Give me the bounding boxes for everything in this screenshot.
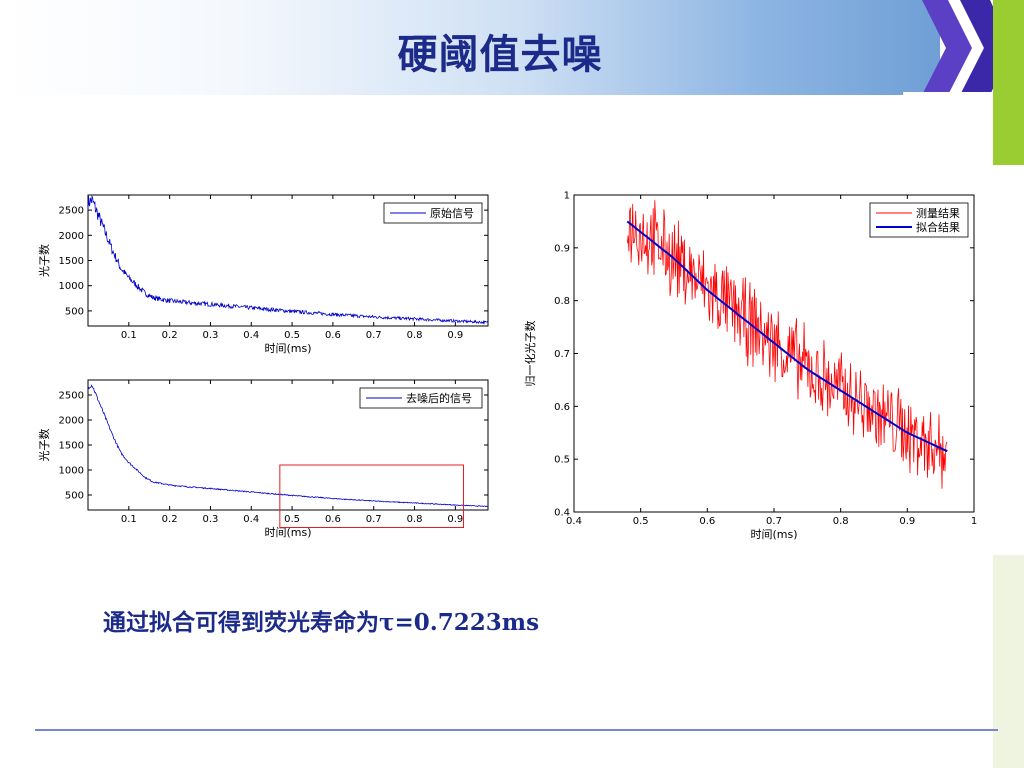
legend-label: 去噪后的信号 xyxy=(406,391,472,405)
x-tick-label: 0.9 xyxy=(447,514,463,525)
zoom-region-box xyxy=(279,464,465,528)
x-tick-label: 0.7 xyxy=(766,516,782,527)
x-tick-label: 0.8 xyxy=(407,514,423,525)
green-accent-bottom xyxy=(993,555,1024,768)
x-tick-label: 0.9 xyxy=(447,330,463,341)
x-axis-label: 时间(ms) xyxy=(264,526,311,539)
fluorescence-lifetime-caption: 通过拟合可得到荧光寿命为τ=0.7223ms xyxy=(103,609,540,636)
slide-title: 硬阈值去噪 xyxy=(397,31,603,78)
x-tick-label: 0.3 xyxy=(202,330,218,341)
y-tick-label: 1000 xyxy=(59,466,84,477)
legend-box xyxy=(869,202,969,238)
x-tick-label: 0.6 xyxy=(325,514,341,525)
green-accent-top xyxy=(993,0,1024,165)
legend-label: 拟合结果 xyxy=(916,220,960,234)
chevron-left-shape xyxy=(922,0,972,95)
x-tick-label: 1 xyxy=(971,516,977,527)
x-tick-label: 0.1 xyxy=(121,330,137,341)
y-tick-label: 500 xyxy=(65,306,84,317)
series-line-1 xyxy=(87,384,489,508)
x-tick-label: 0.2 xyxy=(162,514,178,525)
y-tick-label: 1500 xyxy=(59,256,84,267)
legend-box xyxy=(359,387,483,409)
chart-1: 0.1 0.2 0.3 0.4 0.5 0.6 0.7 0.8 0.9 500 1000 1500 20… xyxy=(37,194,489,355)
x-axis-label: 时间(ms) xyxy=(264,342,311,355)
x-tick-label: 0.3 xyxy=(202,514,218,525)
x-tick-label: 0.6 xyxy=(325,330,341,341)
y-tick-label: 1500 xyxy=(59,441,84,452)
series-line-1 xyxy=(87,195,489,326)
white-notch xyxy=(903,92,993,100)
y-axis-label: 光子数 xyxy=(37,244,51,277)
x-tick-label: 0.4 xyxy=(243,330,259,341)
x-tick-label: 0.2 xyxy=(162,330,178,341)
y-tick-label: 0.8 xyxy=(554,296,570,307)
y-tick-label: 2000 xyxy=(59,416,84,427)
x-tick-label: 0.8 xyxy=(407,330,423,341)
y-tick-label: 2500 xyxy=(59,391,84,402)
y-axis-label: 归一化光子数 xyxy=(523,321,537,387)
series-line-1 xyxy=(626,200,948,489)
legend-box xyxy=(383,202,483,224)
y-tick-label: 2000 xyxy=(59,231,84,242)
y-tick-label: 2500 xyxy=(59,206,84,217)
y-tick-label: 0.9 xyxy=(554,243,570,254)
y-tick-label: 0.6 xyxy=(554,402,570,413)
x-tick-label: 0.6 xyxy=(699,516,715,527)
y-tick-label: 1000 xyxy=(59,281,84,292)
y-tick-label: 500 xyxy=(65,491,84,502)
x-axis-label: 时间(ms) xyxy=(750,528,797,541)
x-tick-label: 0.5 xyxy=(633,516,649,527)
x-tick-label: 0.9 xyxy=(899,516,915,527)
x-tick-label: 0.4 xyxy=(243,514,259,525)
x-tick-label: 0.7 xyxy=(366,514,382,525)
x-tick-label: 0.5 xyxy=(284,514,300,525)
x-tick-label: 0.1 xyxy=(121,514,137,525)
x-tick-label: 0.8 xyxy=(833,516,849,527)
footer-divider xyxy=(35,729,998,731)
x-tick-label: 0.5 xyxy=(284,330,300,341)
y-tick-label: 0.4 xyxy=(554,508,570,519)
header-band xyxy=(0,0,940,95)
series-line-2 xyxy=(626,220,948,453)
y-axis-label: 光子数 xyxy=(37,429,51,462)
x-tick-label: 0.7 xyxy=(366,330,382,341)
x-tick-label: 0.4 xyxy=(566,516,582,527)
chart-2: 0.1 0.2 0.3 0.4 0.5 0.6 0.7 0.8 0.9 500 1000 1500 20… xyxy=(37,379,489,539)
y-tick-label: 0.5 xyxy=(554,455,570,466)
chart-3: 0.4 0.5 0.6 0.7 0.8 0.9 1 0.4 0.5 0.6 0.7 0.8 0.9 1 时间… xyxy=(523,191,977,542)
y-tick-label: 0.7 xyxy=(554,349,570,360)
legend-label: 测量结果 xyxy=(916,207,960,220)
legend-label: 原始信号 xyxy=(430,206,474,220)
y-tick-label: 1 xyxy=(564,191,570,202)
